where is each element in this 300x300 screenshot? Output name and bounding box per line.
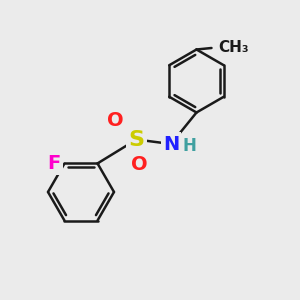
Text: CH₃: CH₃ xyxy=(218,40,249,56)
Text: N: N xyxy=(163,134,179,154)
Text: O: O xyxy=(106,111,123,130)
Text: F: F xyxy=(47,154,61,173)
Text: H: H xyxy=(183,136,196,154)
Text: S: S xyxy=(128,130,145,149)
Text: O: O xyxy=(131,154,148,174)
